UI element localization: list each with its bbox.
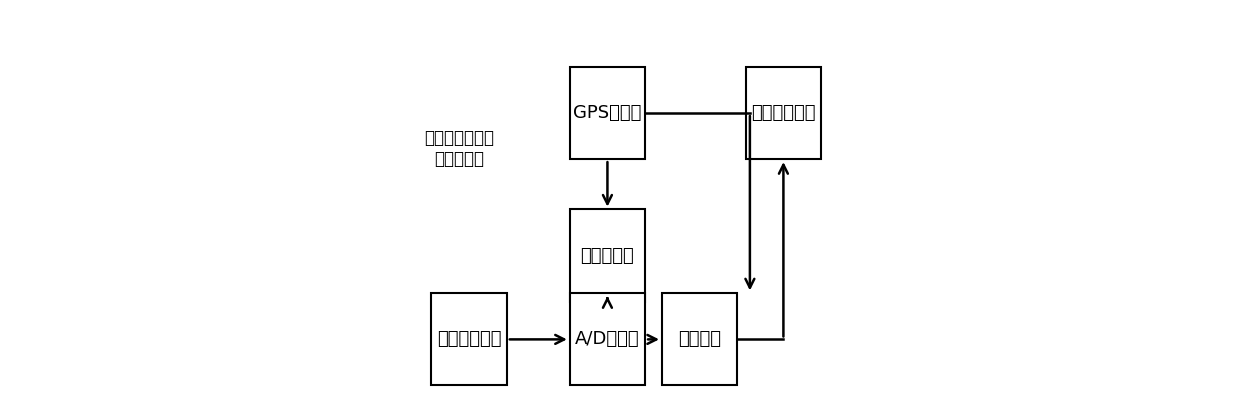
FancyBboxPatch shape (662, 293, 738, 385)
FancyBboxPatch shape (569, 67, 645, 159)
FancyBboxPatch shape (569, 293, 645, 385)
Text: A/D转换器: A/D转换器 (575, 331, 640, 348)
Text: 通信网络接口: 通信网络接口 (751, 104, 816, 122)
FancyBboxPatch shape (569, 210, 645, 302)
Text: 锁相振荡器: 锁相振荡器 (580, 247, 635, 264)
FancyBboxPatch shape (432, 293, 507, 385)
Text: GPS接收器: GPS接收器 (573, 104, 641, 122)
Text: 防混叠滤波器: 防混叠滤波器 (436, 331, 501, 348)
Text: 微处理器: 微处理器 (678, 331, 722, 348)
Text: 相量、模拟量、
开关量输入: 相量、模拟量、 开关量输入 (424, 129, 494, 168)
FancyBboxPatch shape (745, 67, 821, 159)
